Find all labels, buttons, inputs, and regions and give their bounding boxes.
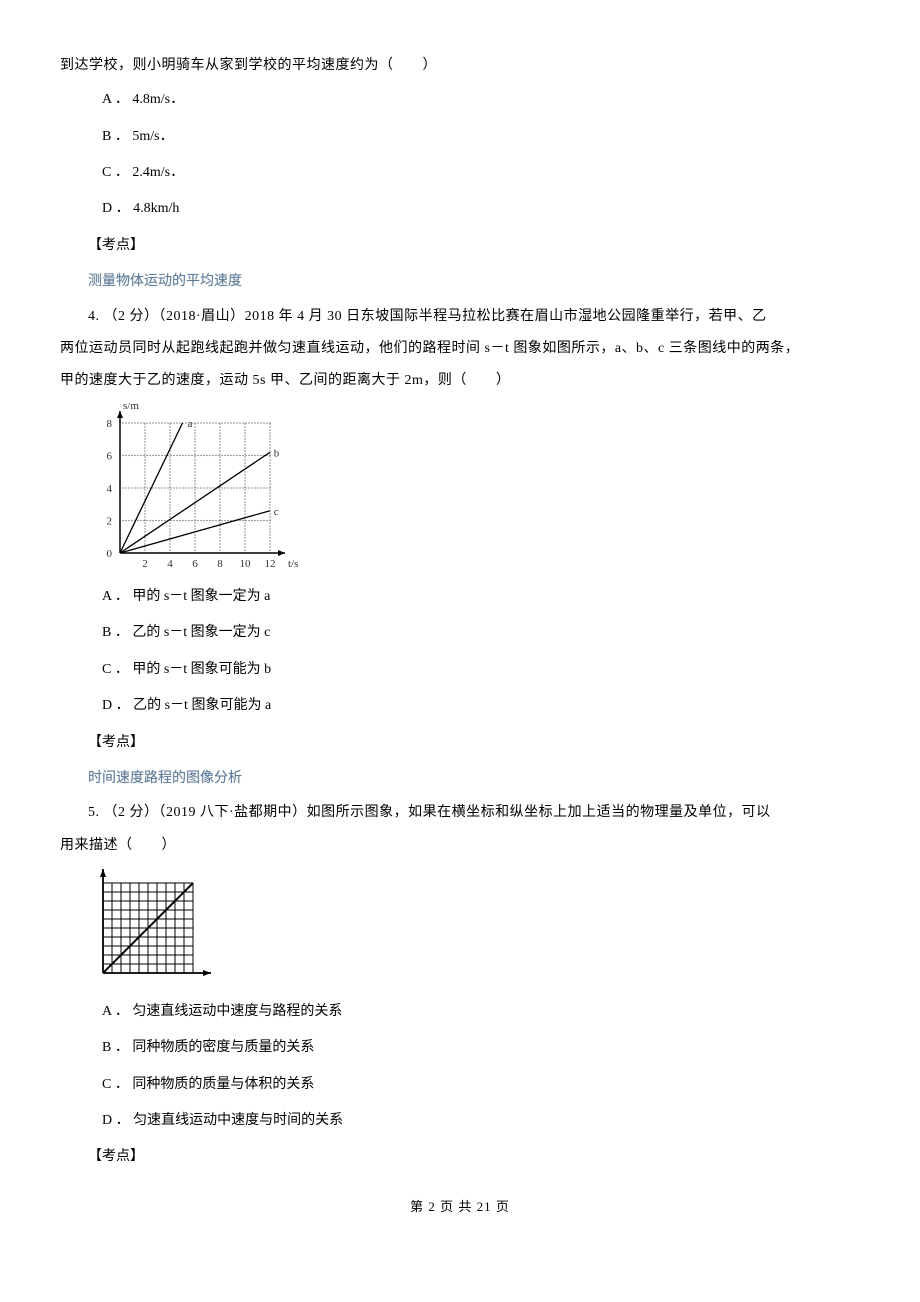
q5-linear-chart bbox=[88, 868, 238, 988]
q4-option-a: A ． 甲的 s－t 图象一定为 a bbox=[60, 579, 860, 615]
svg-text:2: 2 bbox=[142, 558, 148, 570]
q3-kaodian-label: 【考点】 bbox=[60, 228, 860, 264]
q3-option-b: B ． 5m/s． bbox=[60, 119, 860, 155]
q3-option-c: C ． 2.4m/s． bbox=[60, 155, 860, 191]
page-footer: 第 2 页 共 21 页 bbox=[60, 1196, 860, 1215]
q4-option-c: C ． 甲的 s－t 图象可能为 b bbox=[60, 652, 860, 688]
q3-stem-tail: 到达学校，则小明骑车从家到学校的平均速度约为（ ） bbox=[60, 50, 860, 82]
svg-text:8: 8 bbox=[107, 418, 113, 430]
q5-stem-2: 用来描述（ ） bbox=[60, 830, 860, 862]
q4-option-b: B ． 乙的 s－t 图象一定为 c bbox=[60, 615, 860, 651]
svg-text:c: c bbox=[274, 506, 279, 518]
q4-stem-1: 4. （2 分）（2018·眉山）2018 年 4 月 30 日东坡国际半程马拉… bbox=[60, 301, 860, 333]
q5-option-d: D ． 匀速直线运动中速度与时间的关系 bbox=[60, 1103, 860, 1139]
svg-text:b: b bbox=[274, 447, 280, 459]
q3-topic-link[interactable]: 测量物体运动的平均速度 bbox=[60, 264, 860, 300]
q5-option-b: B ． 同种物质的密度与质量的关系 bbox=[60, 1030, 860, 1066]
svg-text:a: a bbox=[188, 418, 193, 430]
svg-text:6: 6 bbox=[192, 558, 198, 570]
q4-kaodian-label: 【考点】 bbox=[60, 725, 860, 761]
q4-stem-3: 甲的速度大于乙的速度，运动 5s 甲、乙间的距离大于 2m，则（ ） bbox=[60, 365, 860, 397]
q4-st-chart: 2 4 6 8 10 12 2 4 6 8 0 t/s s/m a b c bbox=[88, 403, 298, 573]
q3-option-a: A ． 4.8m/s． bbox=[60, 82, 860, 118]
svg-text:6: 6 bbox=[107, 451, 113, 463]
svg-text:10: 10 bbox=[240, 558, 252, 570]
q4-topic-link[interactable]: 时间速度路程的图像分析 bbox=[60, 761, 860, 797]
q5-kaodian-label: 【考点】 bbox=[60, 1139, 860, 1175]
svg-text:s/m: s/m bbox=[123, 403, 139, 412]
q4-option-d: D ． 乙的 s－t 图象可能为 a bbox=[60, 688, 860, 724]
q5-option-c: C ． 同种物质的质量与体积的关系 bbox=[60, 1067, 860, 1103]
svg-text:t/s: t/s bbox=[288, 558, 298, 570]
svg-text:2: 2 bbox=[107, 516, 113, 528]
svg-text:4: 4 bbox=[167, 558, 173, 570]
svg-text:0: 0 bbox=[107, 548, 113, 560]
q5-stem-1: 5. （2 分）（2019 八下·盐都期中）如图所示图象，如果在横坐标和纵坐标上… bbox=[60, 797, 860, 829]
svg-text:12: 12 bbox=[265, 558, 276, 570]
q4-stem-2: 两位运动员同时从起跑线起跑并做匀速直线运动，他们的路程时间 s－t 图象如图所示… bbox=[60, 333, 860, 365]
svg-text:4: 4 bbox=[107, 483, 113, 495]
q3-option-d: D ． 4.8km/h bbox=[60, 191, 860, 227]
q5-option-a: A ． 匀速直线运动中速度与路程的关系 bbox=[60, 994, 860, 1030]
page-container: 到达学校，则小明骑车从家到学校的平均速度约为（ ） A ． 4.8m/s． B … bbox=[0, 0, 920, 1245]
svg-text:8: 8 bbox=[217, 558, 223, 570]
